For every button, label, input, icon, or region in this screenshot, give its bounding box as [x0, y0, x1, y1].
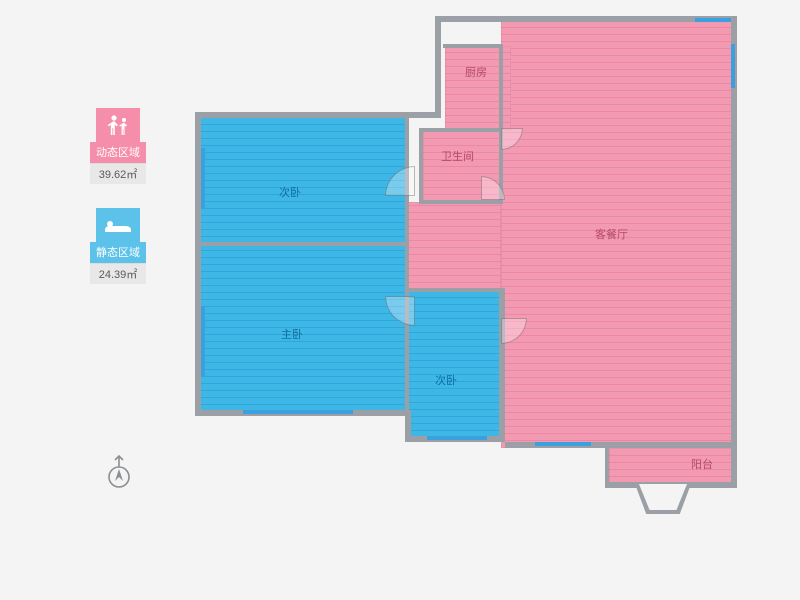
legend-dynamic: 动态区域 39.62㎡ [90, 108, 146, 184]
wall [419, 200, 503, 204]
legend-dynamic-title: 动态区域 [90, 142, 146, 163]
wall [407, 288, 503, 292]
wall [435, 16, 441, 116]
room-living [501, 20, 735, 448]
wall [419, 128, 503, 132]
window [535, 442, 591, 446]
people-icon [96, 108, 140, 142]
sleep-icon [96, 208, 140, 242]
window [695, 18, 731, 22]
legend-static: 静态区域 24.39㎡ [90, 208, 146, 284]
window [731, 44, 735, 88]
wall [435, 16, 735, 22]
wall [605, 448, 609, 484]
legend-static-value: 24.39㎡ [90, 263, 146, 284]
legend-panel: 动态区域 39.62㎡ 静态区域 24.39㎡ [90, 108, 146, 308]
room-bed2b [407, 290, 501, 438]
window [201, 306, 205, 376]
room-master [199, 244, 407, 412]
window [427, 436, 487, 440]
room-bed2a [199, 116, 407, 244]
wall [443, 44, 503, 48]
wall [405, 112, 409, 414]
compass-icon [104, 455, 134, 496]
floorplan: 客餐厅厨房卫生间阳台次卧主卧次卧 [195, 16, 735, 556]
window [201, 148, 205, 208]
wall [499, 44, 503, 204]
wall [419, 128, 423, 204]
room-corridor [407, 202, 501, 290]
window [243, 410, 353, 414]
legend-static-title: 静态区域 [90, 242, 146, 263]
room-balcony [609, 448, 735, 484]
wall [197, 242, 409, 246]
wall [499, 288, 505, 442]
legend-dynamic-value: 39.62㎡ [90, 163, 146, 184]
